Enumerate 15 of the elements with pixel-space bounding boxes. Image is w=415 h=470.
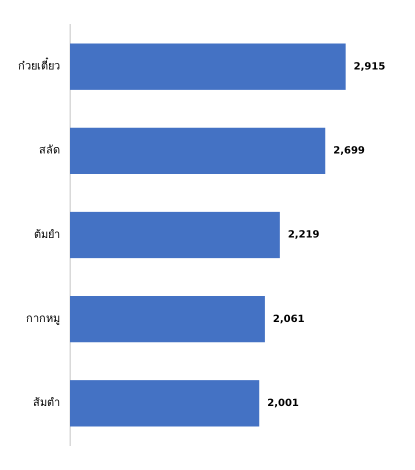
y-tick-label: กากหมู [26,312,60,326]
y-tick-label: ก๋วยเตี๋ยว [18,56,60,73]
data-label: 2,219 [288,230,320,241]
y-tick-label: ต้มยำ [34,228,60,241]
bar [70,212,280,258]
bar [70,380,260,426]
data-label: 2,001 [267,398,299,409]
y-tick-label: สลัด [39,144,60,157]
bar [70,44,346,90]
data-label: 2,061 [272,314,305,325]
bar [70,128,326,174]
bar [70,296,265,342]
y-tick-label: ส้มตำ [33,396,60,410]
data-label: 2,915 [354,61,386,72]
data-label: 2,699 [333,145,365,156]
